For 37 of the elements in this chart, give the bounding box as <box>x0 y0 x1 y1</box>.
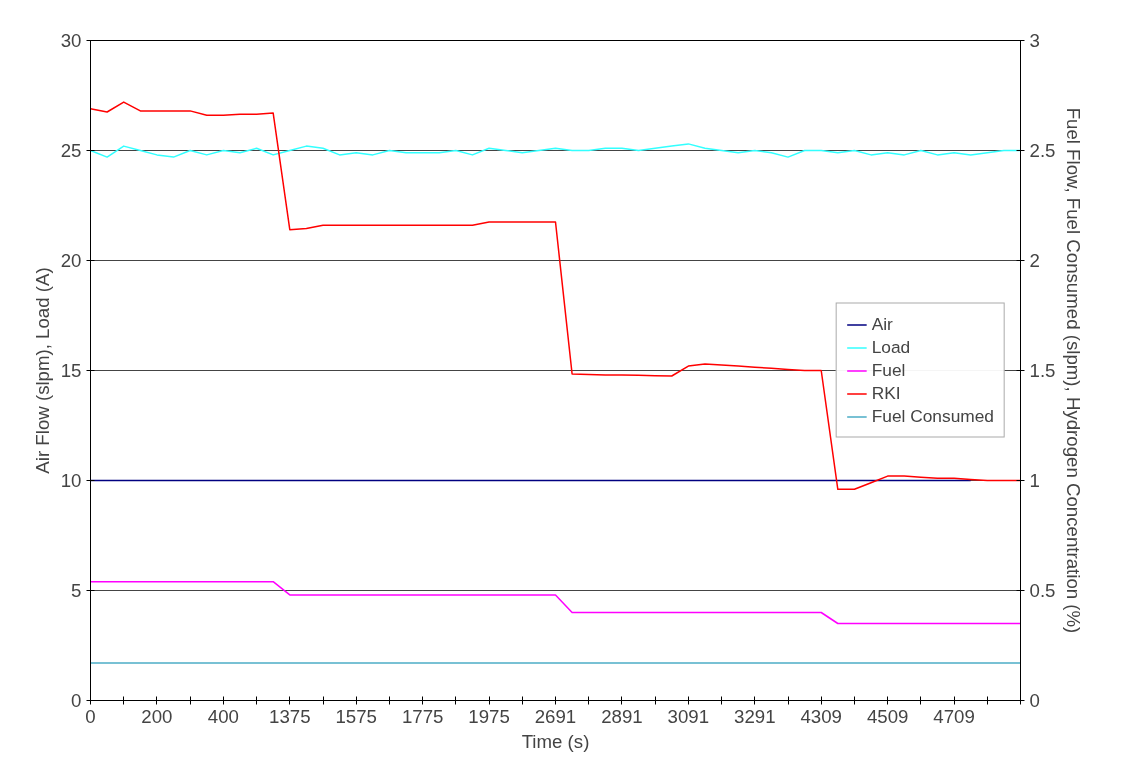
y-tick-label: 10 <box>60 470 82 491</box>
y-tick-label: 5 <box>71 580 82 601</box>
x-tick-label: 4709 <box>933 705 975 727</box>
y-tick-label: 25 <box>60 140 82 161</box>
y2-tick-label: 0 <box>1029 690 1040 711</box>
y2-tick-label: 1 <box>1029 470 1040 491</box>
y2-tick-label: 3 <box>1029 30 1040 51</box>
x-tick-label: 3291 <box>734 705 776 727</box>
x-tick-label: 0 <box>85 705 96 727</box>
x-tick-label: 1775 <box>401 705 444 727</box>
x-tick-label: 1975 <box>468 705 510 727</box>
x-tick-label: 1575 <box>335 705 377 727</box>
x-tick-label: 3091 <box>667 705 710 727</box>
y2-axis-title: Fuel Flow, Fuel Consumed (slpm), Hydrogen Concentration (%) <box>1063 107 1085 634</box>
legend-label: Fuel Consumed <box>871 405 994 427</box>
y-tick-label: 30 <box>60 30 82 51</box>
legend-label: Fuel <box>871 359 906 381</box>
legend-label: Load <box>871 336 911 358</box>
x-tick-label: 4309 <box>800 705 842 727</box>
y-axis-title: Air Flow (slpm), Load (A) <box>31 267 53 474</box>
y2-tick-label: 2 <box>1029 250 1040 271</box>
x-tick-label: 2891 <box>601 705 643 727</box>
y2-tick-label: 0.5 <box>1029 580 1056 601</box>
x-tick-label: 1375 <box>269 705 311 727</box>
x-tick-label: 400 <box>207 705 239 727</box>
y-tick-label: 20 <box>60 250 82 271</box>
x-tick-label: 4509 <box>866 705 909 727</box>
y2-tick-label: 2.5 <box>1029 140 1056 161</box>
x-tick-label: 200 <box>141 705 173 727</box>
y-tick-label: 0 <box>71 690 82 711</box>
y-tick-label: 15 <box>60 360 82 381</box>
line-series <box>90 580 1021 625</box>
x-tick-label: 2691 <box>534 705 577 727</box>
legend-label: Air <box>871 313 893 335</box>
x-axis-title: Time (s) <box>521 730 590 752</box>
y2-tick-label: 1.5 <box>1029 360 1056 381</box>
legend-label: RKI <box>871 382 901 404</box>
